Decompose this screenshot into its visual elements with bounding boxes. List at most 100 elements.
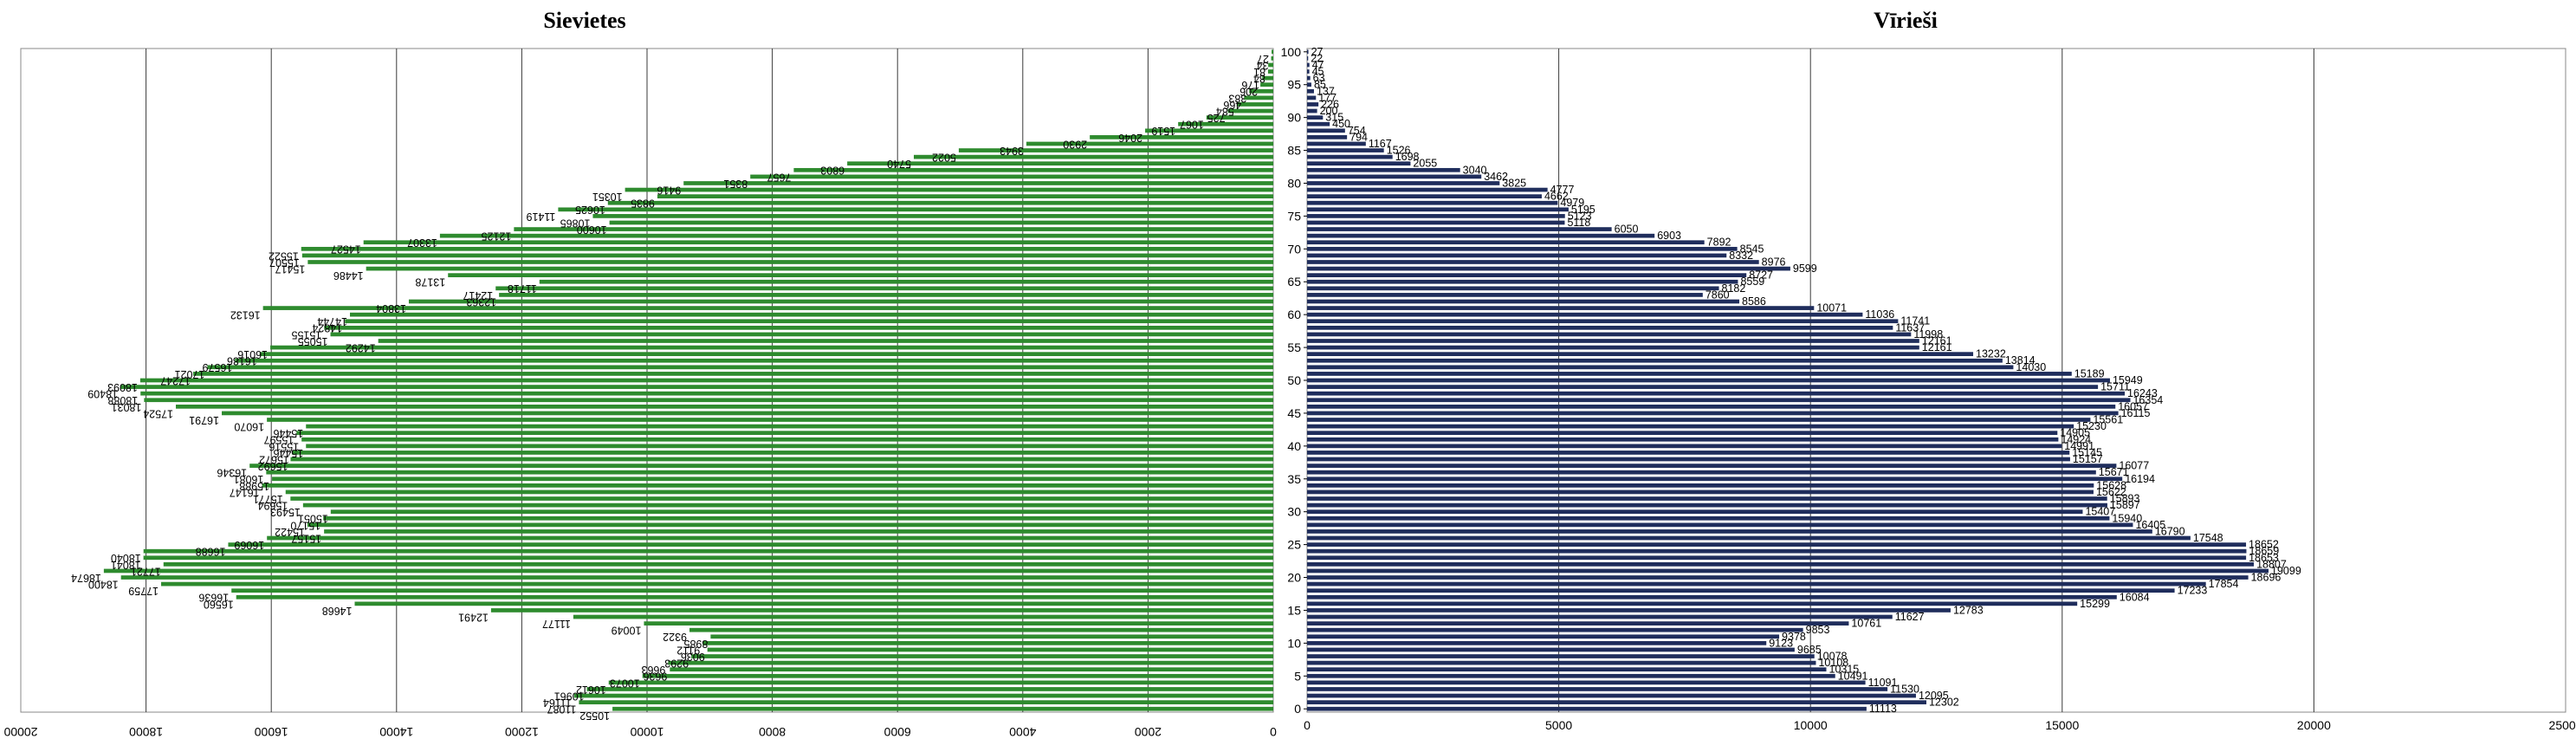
female-x-tick-label: 6000 — [883, 725, 910, 739]
female-bar — [270, 345, 1273, 350]
male-bar — [1307, 654, 1815, 658]
female-bar-label: 18031 — [112, 401, 142, 413]
male-bar — [1307, 470, 2096, 475]
female-bar-label: 16132 — [230, 309, 261, 321]
female-bar — [1178, 121, 1273, 126]
male-y-tick-label: 60 — [1287, 308, 1301, 321]
female-bar-label: 14486 — [333, 269, 364, 282]
male-x-tick-label: 15000 — [2045, 718, 2079, 732]
female-bar-label: 14744 — [317, 315, 347, 327]
male-bar-label: 11091 — [1868, 677, 1898, 689]
male-bar-label: 10491 — [1838, 670, 1868, 682]
female-bar — [290, 457, 1274, 462]
female-bar — [490, 608, 1273, 613]
female-bar-label: 18409 — [87, 388, 118, 400]
male-bar-label: 1698 — [1395, 151, 1420, 163]
female-bar-label: 81 — [1253, 66, 1265, 78]
male-bar-label: 7892 — [1707, 237, 1731, 249]
male-bar — [1307, 391, 2126, 396]
female-bar-label: 9663 — [642, 664, 666, 676]
male-bar-label: 5195 — [1571, 204, 1595, 216]
male-bar-label: 16354 — [2133, 394, 2163, 406]
female-bar — [140, 391, 1274, 396]
female-bar — [207, 365, 1273, 370]
female-bar-label: 9416 — [657, 184, 681, 196]
female-bar-label: 16346 — [217, 467, 247, 479]
male-bar-label: 16115 — [2121, 407, 2151, 419]
female-bar — [262, 483, 1273, 488]
male-bar-label: 8545 — [1740, 243, 1764, 255]
female-bar — [249, 464, 1273, 468]
female-bar — [1090, 135, 1273, 139]
male-bar-label: 10315 — [1829, 664, 1860, 676]
male-bar-label: 14905 — [2060, 427, 2090, 439]
female-bar — [143, 548, 1273, 554]
male-bar — [1307, 588, 2175, 593]
male-y-tick-label: 95 — [1287, 78, 1301, 92]
female-bar — [306, 424, 1274, 429]
female-bar — [539, 279, 1273, 284]
female-bar — [236, 594, 1273, 600]
male-bar — [1307, 293, 1703, 297]
female-bar — [345, 319, 1273, 324]
male-bar-label: 12783 — [1953, 604, 1984, 616]
male-bar — [1307, 352, 1974, 357]
male-bar — [1307, 121, 1330, 126]
male-bar — [1307, 339, 1919, 343]
female-bar — [330, 509, 1273, 515]
female-bar-label: 9835 — [631, 198, 655, 210]
female-bar-label: 8351 — [723, 178, 748, 190]
male-bar-label: 8976 — [1762, 256, 1786, 268]
female-bar-label: 1067 — [1180, 119, 1204, 131]
female-bar-label: 18400 — [88, 579, 119, 591]
female-bar-label: 3943 — [1000, 145, 1024, 157]
female-bar — [272, 476, 1273, 482]
male-bar — [1307, 608, 1951, 613]
female-bar — [291, 451, 1273, 455]
female-bar — [707, 647, 1273, 652]
female-x-tick-label: 10000 — [630, 725, 663, 739]
male-bar-label: 6903 — [1657, 230, 1681, 242]
male-bar-label: 177 — [1318, 92, 1337, 104]
male-bar — [1307, 451, 2070, 455]
male-bar-label: 16057 — [2118, 400, 2148, 412]
female-bar — [668, 660, 1273, 665]
male-bar — [1307, 299, 1740, 304]
male-bar-label: 9123 — [1769, 637, 1793, 649]
male-bar-label: 2055 — [1413, 158, 1437, 170]
female-bar-label: 17721 — [131, 565, 161, 577]
female-bar-label: 18088 — [107, 394, 138, 406]
female-bar — [607, 200, 1273, 205]
male-bar-label: 15622 — [2096, 486, 2126, 498]
female-bar-label: 725 — [1207, 112, 1226, 124]
female-bar — [958, 148, 1273, 152]
female-bar-label: 10625 — [575, 204, 605, 216]
male-bar — [1307, 687, 1888, 691]
female-x-tick-label: 4000 — [1009, 725, 1036, 739]
female-x-tick-label: 12000 — [505, 725, 539, 739]
male-y-tick-label: 65 — [1287, 275, 1301, 288]
female-bar — [642, 673, 1273, 678]
male-bar-label: 16790 — [2155, 525, 2185, 537]
female-bar-label: 10049 — [612, 625, 642, 637]
female-x-tick-label: 8000 — [759, 725, 786, 739]
male-bar-label: 13232 — [1976, 348, 2006, 360]
male-bar — [1307, 240, 1705, 245]
male-bar-label: 47 — [1312, 59, 1324, 71]
female-bar — [913, 154, 1273, 159]
male-bar-label: 45 — [1312, 66, 1324, 78]
male-bar-label: 11113 — [1869, 703, 1897, 715]
male-y-tick-label: 0 — [1294, 702, 1301, 716]
female-bar — [161, 581, 1274, 587]
male-bar — [1307, 509, 2083, 515]
male-bar-label: 15897 — [2110, 499, 2140, 511]
male-bar — [1307, 82, 1311, 88]
male-bar — [1307, 464, 2117, 468]
male-bar — [1307, 489, 2094, 495]
female-bar-label: 18041 — [111, 559, 141, 571]
female-x-tick-label: 16000 — [255, 725, 288, 739]
female-bar — [1145, 128, 1273, 133]
female-bar — [163, 562, 1273, 567]
female-bar-label: 9322 — [663, 631, 687, 643]
female-bar-label: 10600 — [577, 224, 607, 236]
